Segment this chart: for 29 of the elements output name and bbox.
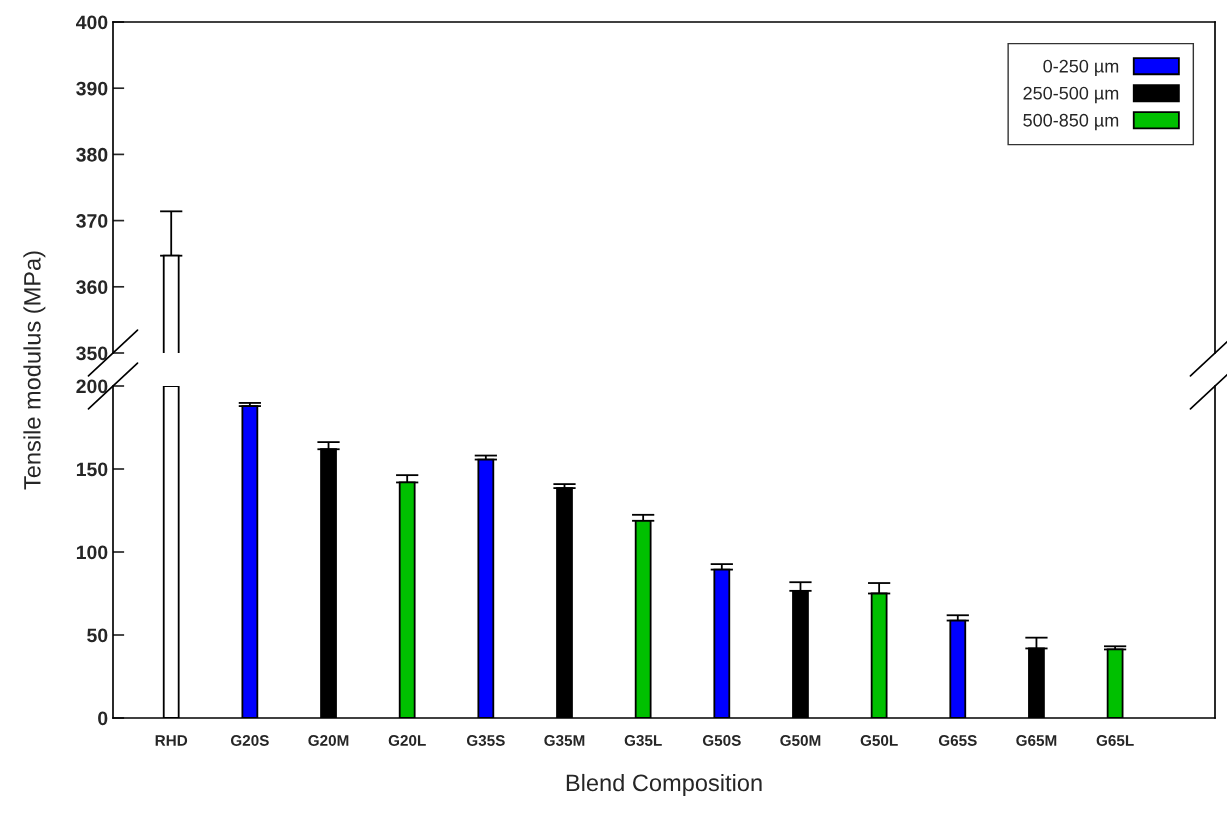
y-tick-label: 200	[76, 379, 108, 394]
x-tick-label: G20L	[388, 735, 426, 746]
legend-label: 500-850 µm	[1023, 113, 1119, 131]
legend-label: 0-250 µm	[1043, 59, 1119, 77]
y-tick-label: 150	[76, 462, 108, 477]
x-tick-label: RHD	[155, 735, 188, 746]
x-tick-label: G50M	[780, 735, 821, 746]
legend-label: 250-500 µm	[1023, 86, 1119, 104]
x-tick-label: G65L	[1096, 735, 1134, 746]
y-tick-label: 350	[76, 346, 108, 361]
x-tick-label: G20M	[308, 735, 349, 746]
x-tick-label: G35S	[466, 735, 505, 746]
y-axis-title: Tensile modulus (MPa)	[23, 251, 46, 490]
y-tick-label: 100	[76, 545, 108, 560]
x-tick-label: G35L	[624, 735, 662, 746]
x-axis-title: Blend Composition	[566, 773, 762, 796]
x-tick-label: G50S	[702, 735, 741, 746]
x-tick-label: G20S	[230, 735, 269, 746]
x-tick-label: G50L	[860, 735, 898, 746]
x-tick-label: G65M	[1016, 735, 1057, 746]
y-tick-label: 370	[76, 214, 108, 228]
y-tick-label: 0	[98, 711, 108, 726]
y-tick-label: 50	[87, 628, 108, 643]
y-tick-label: 380	[76, 147, 108, 162]
y-tick-label: 400	[75, 15, 108, 30]
x-tick-label: G65S	[938, 735, 977, 746]
x-tick-label: G35M	[544, 735, 585, 746]
y-tick-label: 390	[76, 81, 108, 96]
y-tick-label: 360	[76, 280, 108, 295]
